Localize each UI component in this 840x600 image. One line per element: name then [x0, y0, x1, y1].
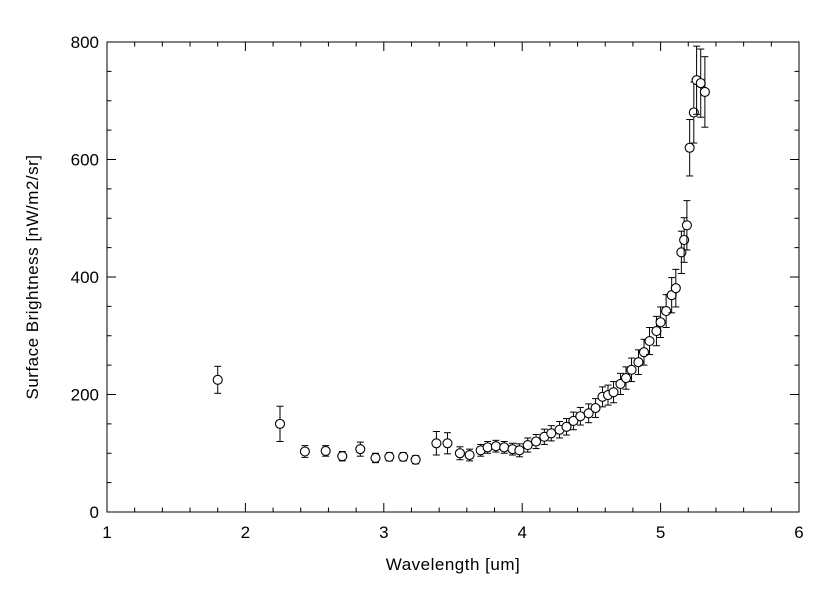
data-point-marker — [274, 418, 286, 429]
data-point-marker — [561, 421, 572, 432]
data-point-marker — [620, 372, 632, 384]
x-tick-label: 2 — [241, 523, 250, 542]
data-point-marker — [575, 411, 586, 422]
data-point-marker — [355, 444, 366, 455]
data-point-marker — [699, 86, 710, 97]
data-point-marker — [299, 446, 310, 457]
x-axis-label: Wavelength [um] — [386, 555, 520, 574]
y-tick-label: 600 — [71, 151, 99, 170]
data-point-marker — [684, 142, 695, 153]
y-tick-label: 0 — [90, 503, 99, 522]
data-point-marker — [679, 234, 690, 246]
data-point-marker — [633, 357, 644, 368]
data-point-marker — [482, 442, 493, 453]
data-point-marker — [490, 441, 501, 452]
data-point-marker — [626, 364, 637, 375]
data-point-marker — [212, 374, 223, 385]
data-point-marker — [670, 283, 681, 294]
data-point-marker — [681, 220, 692, 231]
x-tick-label: 1 — [102, 523, 111, 542]
y-tick-label: 200 — [71, 386, 99, 405]
data-point-marker — [442, 438, 453, 449]
data-point-marker — [431, 438, 442, 449]
x-tick-label: 5 — [656, 523, 665, 542]
y-axis-label: Surface Brightness [nW/m2/sr] — [23, 154, 42, 399]
data-point-marker — [583, 408, 594, 419]
data-point-marker — [651, 325, 662, 337]
data-point-marker — [410, 454, 421, 465]
data-point-marker — [638, 347, 650, 358]
data-point-marker — [499, 442, 510, 453]
x-tick-label: 3 — [379, 523, 388, 542]
data-point-marker — [522, 439, 533, 451]
y-tick-label: 400 — [71, 268, 99, 287]
data-point-marker — [337, 451, 348, 462]
data-point-marker — [514, 445, 525, 456]
data-point-marker — [530, 436, 542, 447]
data-point-marker — [695, 78, 706, 89]
x-tick-label: 6 — [794, 523, 803, 542]
data-point-marker — [398, 451, 409, 462]
x-tick-label: 4 — [517, 523, 526, 542]
data-point-marker — [608, 387, 619, 398]
y-tick-label: 800 — [71, 33, 99, 52]
data-point-marker — [655, 317, 666, 328]
data-point-marker — [644, 335, 655, 347]
data-point-marker — [546, 428, 557, 439]
data-point-marker — [568, 415, 579, 426]
data-point-marker — [661, 306, 672, 317]
data-point-marker — [384, 451, 395, 462]
data-point-marker — [464, 449, 475, 461]
data-point-marker — [320, 445, 331, 456]
data-point-marker — [454, 448, 465, 459]
data-point-marker — [590, 402, 601, 414]
data-point-marker — [370, 452, 381, 464]
